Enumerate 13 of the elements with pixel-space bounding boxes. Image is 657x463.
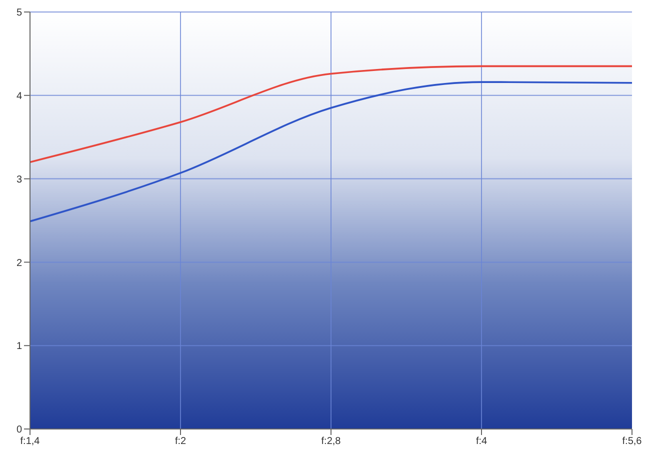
x-tick-label: f:2 — [174, 436, 186, 448]
y-tick-label: 3 — [16, 174, 22, 186]
y-tick-label: 0 — [16, 424, 22, 436]
x-tick-label: f:4 — [476, 436, 488, 448]
x-tick-label: f:1,4 — [20, 436, 40, 448]
x-tick-label: f:5,6 — [622, 436, 642, 448]
x-tick-label: f:2,8 — [321, 436, 342, 448]
y-tick-label: 4 — [16, 90, 22, 102]
y-tick-label: 2 — [16, 258, 22, 269]
y-tick-label: 5 — [16, 8, 22, 19]
line-series — [30, 81, 632, 222]
y-tick-label: 1 — [16, 341, 22, 352]
line-series — [30, 65, 632, 164]
